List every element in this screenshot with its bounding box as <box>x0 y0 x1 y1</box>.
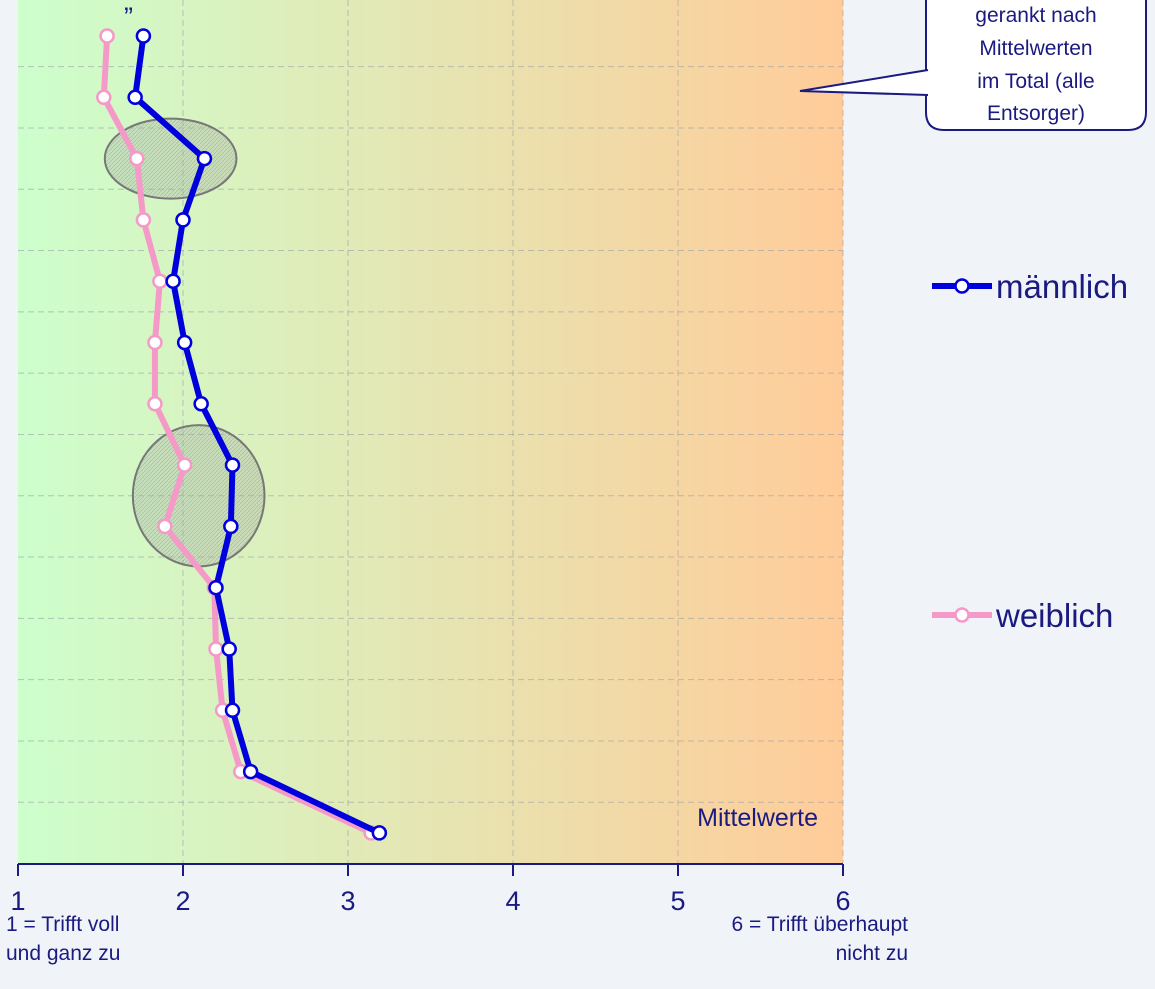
series-line-männlich <box>132 35 381 836</box>
series-line-weiblich <box>100 35 373 836</box>
point-männlich-5 <box>176 334 193 351</box>
svg-text:Entsorger): Entsorger) <box>987 102 1085 125</box>
point-weiblich-4 <box>152 273 168 289</box>
point-weiblich-3 <box>135 212 152 228</box>
x-tick-label-4: 4 <box>505 886 520 916</box>
point-weiblich-5 <box>147 334 163 351</box>
point-weiblich-10 <box>208 641 224 657</box>
point-männlich-3 <box>175 212 191 228</box>
point-weiblich-6 <box>147 396 163 412</box>
legend-label-weiblich: weiblich <box>995 597 1113 634</box>
point-weiblich-8 <box>157 518 173 535</box>
series-männlich <box>127 28 388 841</box>
point-weiblich-2 <box>129 150 145 167</box>
point-männlich-1 <box>127 89 143 106</box>
x-tick-label-1: 1 <box>10 886 25 916</box>
point-männlich-10 <box>221 641 237 657</box>
x-ticks: 1 2 3 4 5 6 <box>10 864 851 916</box>
legend: männlich weiblich <box>932 268 1128 634</box>
point-männlich-12 <box>242 763 259 780</box>
point-weiblich-7 <box>176 457 193 473</box>
svg-text:im Total (alle: im Total (alle <box>977 70 1095 93</box>
point-weiblich-0 <box>99 28 115 44</box>
point-weiblich-1 <box>96 89 112 106</box>
top-fragment: „ <box>124 0 133 16</box>
legend-item-männlich: männlich <box>932 268 1128 305</box>
svg-text:6 = Trifft überhaupt: 6 = Trifft überhaupt <box>732 913 909 936</box>
point-männlich-13 <box>371 825 388 841</box>
point-männlich-7 <box>224 457 241 473</box>
svg-text:1 = Trifft voll: 1 = Trifft voll <box>6 913 119 936</box>
callout: gerankt nach Mittelwerten im Total (alle… <box>799 0 1147 131</box>
legend-label-männlich: männlich <box>996 268 1128 305</box>
highlight-ellipse-1 <box>131 424 266 568</box>
point-männlich-8 <box>223 518 239 535</box>
point-männlich-4 <box>165 273 181 289</box>
point-männlich-11 <box>224 702 241 719</box>
x-max-note: 6 = Trifft überhaupt nicht zu <box>732 913 909 965</box>
legend-item-weiblich: weiblich <box>932 597 1113 634</box>
svg-text:und ganz zu: und ganz zu <box>6 942 120 965</box>
svg-text:nicht zu: nicht zu <box>836 942 908 965</box>
point-männlich-2 <box>196 150 213 167</box>
grid-lines <box>18 0 844 863</box>
svg-text:gerankt nach: gerankt nach <box>975 4 1096 27</box>
point-männlich-9 <box>208 579 224 596</box>
x-tick-label-2: 2 <box>175 886 190 916</box>
x-tick-label-5: 5 <box>670 886 685 916</box>
x-tick-label-6: 6 <box>835 886 850 916</box>
svg-text:Mittelwerten: Mittelwerten <box>979 37 1092 60</box>
x-min-note: 1 = Trifft voll und ganz zu <box>6 913 120 965</box>
point-männlich-0 <box>135 28 152 44</box>
plot-caption: Mittelwerte <box>697 804 818 832</box>
point-männlich-6 <box>193 396 209 412</box>
x-tick-label-3: 3 <box>340 886 355 916</box>
series-layer <box>96 28 388 841</box>
